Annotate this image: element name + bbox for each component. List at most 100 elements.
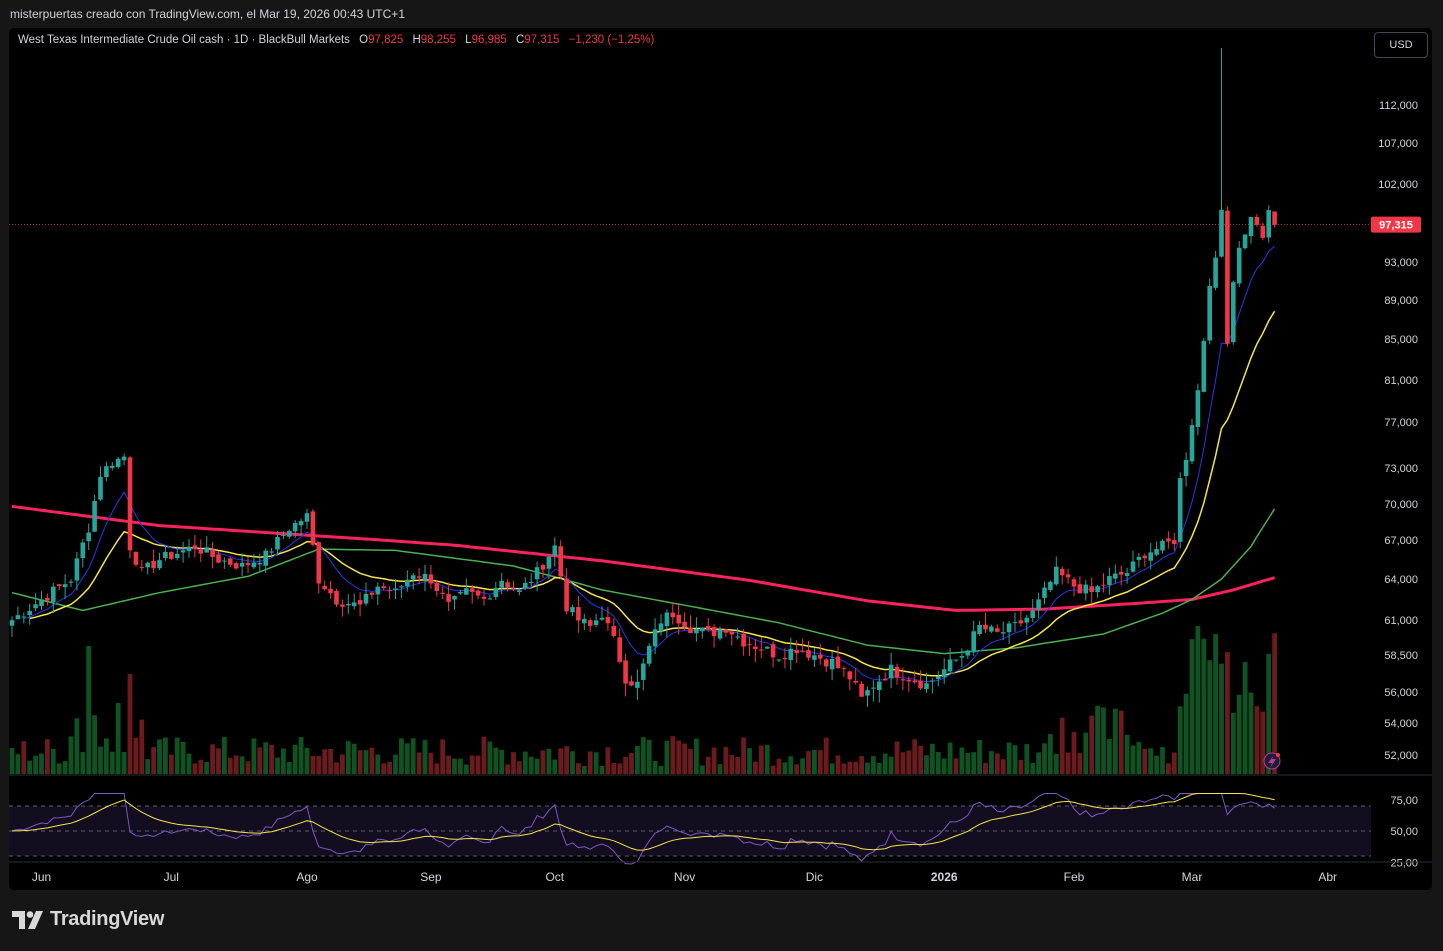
volume-bar	[646, 739, 652, 774]
candle-body	[180, 550, 186, 553]
candle-body	[1006, 623, 1012, 633]
volume-bar	[705, 756, 711, 774]
candle-body	[45, 597, 50, 601]
volume-bar	[393, 754, 398, 774]
volume-bar	[1248, 692, 1254, 774]
volume-bar	[806, 751, 811, 774]
candle-body	[416, 576, 422, 578]
candle-body	[1042, 587, 1047, 598]
candle-body	[399, 586, 404, 588]
volume-bar	[994, 753, 1000, 774]
candle-body	[316, 542, 322, 584]
volume-bar	[1101, 707, 1106, 774]
volume-bar	[204, 761, 210, 774]
candle-body	[334, 590, 339, 605]
candle-body	[1065, 574, 1071, 578]
candle-body	[611, 625, 617, 637]
volume-bar	[316, 755, 322, 774]
volume-bar	[664, 740, 670, 774]
candle-body	[947, 659, 953, 672]
candle-body	[729, 631, 735, 635]
candle-body	[1071, 579, 1077, 587]
candle-body	[629, 681, 634, 686]
candle-body	[157, 560, 162, 569]
candle-body	[74, 558, 80, 581]
close-label: C	[515, 34, 525, 46]
price-axis-tick: 64,000	[1384, 574, 1418, 586]
volume-bar	[499, 749, 505, 774]
candle-body	[646, 645, 652, 664]
candle-body	[1036, 599, 1041, 610]
volume-bar	[1195, 626, 1201, 774]
volume-bar	[387, 761, 392, 774]
volume-bar	[1095, 705, 1100, 774]
candle-body	[770, 644, 776, 658]
volume-bar	[39, 753, 44, 774]
candle-body	[989, 626, 994, 632]
tradingview-logo[interactable]: TradingView	[12, 908, 164, 931]
candle-body	[995, 628, 1000, 632]
candle-body	[517, 590, 522, 593]
candle-body	[859, 683, 864, 697]
candle-body	[617, 637, 622, 662]
volume-bar	[45, 739, 50, 774]
volume-bar	[587, 751, 593, 774]
candle-body	[446, 594, 451, 602]
volume-bar	[823, 737, 829, 774]
volume-bar	[487, 741, 493, 774]
volume-bar	[292, 744, 298, 774]
volume-bar	[239, 756, 245, 774]
volume-bar	[912, 739, 918, 774]
candle-body	[1195, 390, 1201, 427]
volume-bar	[493, 747, 499, 774]
volume-bar	[1166, 763, 1171, 774]
candle-body	[906, 679, 912, 682]
candle-body	[835, 656, 841, 668]
high-value: 98,255	[420, 34, 456, 46]
top-bar: misterpuertas creado con TradingView.com…	[0, 0, 1443, 28]
price-axis-tick: 89,000	[1384, 295, 1418, 307]
candlestick-chart[interactable]: 112,000 107,000 102,000 93,000 89,000 85,000 8…	[9, 28, 1432, 890]
candle-body	[682, 621, 687, 628]
candle-body	[534, 567, 540, 580]
price-axis-tick: 102,000	[1378, 179, 1418, 191]
candle-body	[104, 466, 109, 478]
candle-body	[310, 511, 316, 545]
candle-body	[983, 624, 988, 630]
candle-body	[528, 581, 534, 584]
candle-body	[882, 678, 888, 681]
tradingview-brand: TradingView	[50, 908, 165, 930]
candle-body	[80, 542, 86, 559]
volume-bar	[1183, 693, 1189, 774]
candle-body	[587, 620, 593, 626]
volume-bar	[109, 751, 115, 774]
chart-frame[interactable]: 112,000 107,000 102,000 93,000 89,000 85,000 8…	[9, 28, 1432, 890]
candle-body	[700, 627, 705, 632]
volume-bar	[222, 737, 227, 774]
candle-body	[245, 562, 251, 566]
candle-body	[747, 644, 752, 646]
candle-body	[39, 599, 44, 607]
volume-bar	[800, 758, 805, 774]
volume-bar	[1207, 660, 1213, 774]
candle-body	[1260, 225, 1266, 238]
volume-bar	[50, 748, 56, 774]
volume-bar	[611, 763, 617, 774]
volume-bar	[381, 763, 387, 774]
candle-body	[1118, 571, 1124, 575]
volume-bar	[1006, 742, 1012, 774]
price-axis-tick: 52,000	[1384, 750, 1418, 762]
candle-body	[121, 456, 127, 461]
volume-bar	[1242, 662, 1248, 774]
candle-body	[688, 627, 693, 634]
candle-body	[340, 604, 345, 607]
volume-bar	[581, 765, 587, 774]
flash-icon[interactable]	[1263, 752, 1281, 770]
volume-bar	[1030, 762, 1036, 774]
candle-body	[1154, 549, 1159, 555]
candle-body	[829, 658, 835, 670]
currency-button[interactable]: USD	[1374, 32, 1428, 58]
candle-body	[877, 681, 882, 691]
volume-bar	[263, 742, 269, 774]
volume-bar	[115, 703, 121, 774]
